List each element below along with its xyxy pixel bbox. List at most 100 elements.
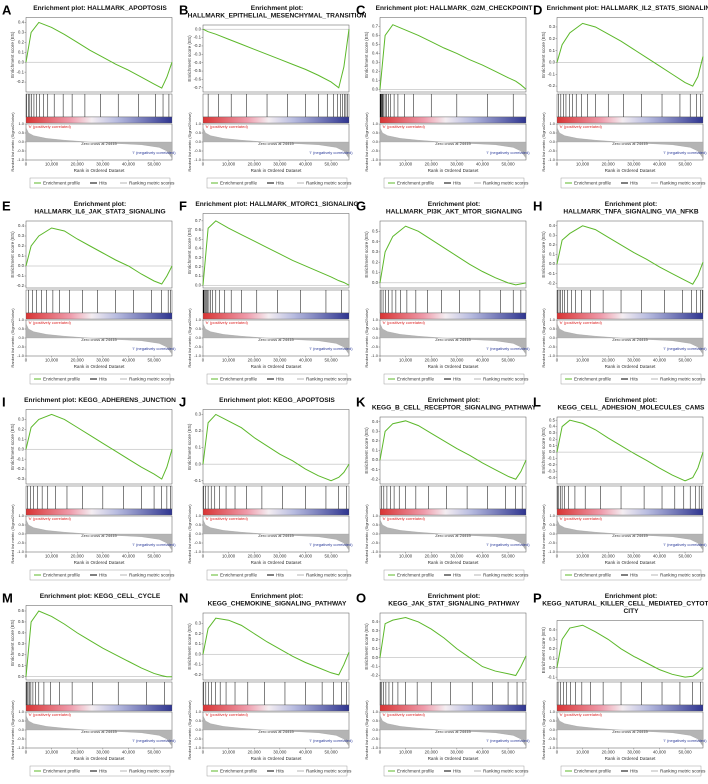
panel-title: Enrichment plot: (251, 593, 303, 600)
x-tick-label: 10,000 (576, 162, 590, 167)
es-axis-label: Enrichment score (ES) (541, 231, 546, 278)
legend-label: Hits (99, 180, 108, 185)
metric-y-tick-label: -1.0 (371, 549, 379, 554)
ranking-metric (25, 519, 173, 551)
y-tick-label: 0.7 (372, 24, 379, 29)
metric-y-tick-label: -1.0 (548, 157, 556, 162)
metric-y-tick-label: -0.5 (371, 344, 379, 349)
y-tick-label: 0.3 (549, 24, 556, 29)
y-tick-label: 0.2 (18, 39, 25, 44)
y-tick-label: -0.1 (548, 456, 556, 461)
y-tick-label: 0.3 (372, 249, 379, 254)
x-tick-label: 30,000 (450, 162, 464, 167)
y-tick-label: 0.0 (195, 651, 202, 656)
x-tick-label: 20,000 (71, 750, 85, 755)
metric-axis-label: Ranked list metric (Signal2Noise) (541, 112, 546, 172)
x-tick-label: 30,000 (273, 358, 287, 363)
panel-letter: D (533, 2, 542, 17)
es-axis-label: Enrichment score (ES) (10, 31, 15, 78)
legend-label: Hits (99, 768, 108, 773)
metric-y-tick-label: 1.0 (195, 317, 201, 322)
ranking-metric (379, 323, 527, 355)
legend-label: Ranking metric scores (129, 572, 175, 577)
zero-cross-label: Zero cross at 24415 (612, 729, 648, 734)
x-tick-label: 50,000 (501, 358, 515, 363)
metric-y-tick-label: -0.5 (371, 736, 379, 741)
x-tick-label: 30,000 (627, 554, 641, 559)
ranking-metric (556, 715, 704, 747)
metric-y-tick-label: 0.0 (372, 335, 378, 340)
positive-label: 'h' (positively correlated) (28, 320, 72, 325)
x-tick-label: 20,000 (248, 358, 262, 363)
x-tick-label: 50,000 (678, 554, 692, 559)
legend-label: Hits (453, 376, 462, 381)
x-tick-label: 50,000 (324, 358, 338, 363)
zero-cross-label: Zero cross at 24415 (258, 729, 294, 734)
legend-box (560, 373, 702, 385)
y-tick-label: 0.1 (18, 49, 25, 54)
es-axis-label: Enrichment score (ES) (187, 227, 192, 274)
legend-label: Enrichment profile (397, 768, 434, 773)
x-tick-label: 50,000 (678, 358, 692, 363)
metric-y-tick-label: 0.0 (372, 139, 378, 144)
y-tick-label: 0.5 (372, 228, 379, 233)
metric-y-tick-label: -0.5 (548, 736, 556, 741)
panel-letter: N (179, 590, 188, 605)
legend-label: Enrichment profile (397, 572, 434, 577)
metric-y-tick-label: 0.5 (549, 326, 555, 331)
x-axis-label: Rank in Ordered Dataset (428, 756, 480, 761)
legend-label: Hits (630, 572, 639, 577)
negative-label: 'l' (negatively correlated) (663, 542, 707, 547)
metric-y-tick-label: 0.0 (195, 335, 201, 340)
x-tick-label: 30,000 (627, 162, 641, 167)
ranking-metric (202, 127, 350, 159)
legend-label: Hits (99, 572, 108, 577)
panel-title: HALLMARK_EPITHELIAL_MESENCHYMAL_TRANSITI… (188, 12, 367, 19)
y-tick-label: 0.2 (372, 259, 379, 264)
legend-label: Enrichment profile (574, 180, 611, 185)
metric-y-tick-label: 0.0 (18, 727, 24, 732)
metric-y-tick-label: -1.0 (371, 157, 379, 162)
es-frame (25, 220, 173, 289)
rank-gradient (556, 312, 704, 320)
panel-title: Enrichment plot: HALLMARK_G2M_CHECKPOINT (376, 5, 533, 12)
metric-y-tick-label: -0.5 (548, 344, 556, 349)
metric-y-tick-label: -0.5 (548, 540, 556, 545)
panel-title: KEGG_JAK_STAT_SIGNALING_PATHWAY (388, 600, 520, 607)
x-tick-label: 50,000 (324, 162, 338, 167)
x-tick-label: 50,000 (501, 554, 515, 559)
panel-title: Enrichment plot: (74, 201, 126, 208)
x-tick-label: 10,000 (399, 554, 413, 559)
y-tick-label: 0.4 (195, 246, 202, 251)
negative-label: 'l' (negatively correlated) (486, 346, 530, 351)
positive-label: 'h' (positively correlated) (205, 124, 249, 129)
y-tick-label: 0.1 (195, 445, 202, 450)
legend-label: Hits (453, 180, 462, 185)
metric-axis-label: Ranked list metric (Signal2Noise) (541, 700, 546, 760)
y-tick-label: 0.2 (18, 652, 25, 657)
y-tick-label: -0.3 (548, 468, 556, 473)
metric-y-tick-label: 0.5 (18, 326, 24, 331)
zero-cross-label: Zero cross at 24415 (81, 533, 117, 538)
y-tick-label: 0.2 (372, 438, 379, 443)
x-tick-label: 20,000 (248, 162, 262, 167)
y-tick-label: 0.2 (18, 243, 25, 248)
metric-y-tick-label: 0.5 (195, 522, 201, 527)
metric-y-tick-label: 0.5 (549, 718, 555, 723)
legend-label: Hits (276, 376, 285, 381)
legend-label: Ranking metric scores (660, 768, 706, 773)
y-tick-label: 0.3 (18, 641, 25, 646)
ranking-metric (25, 323, 173, 355)
rank-gradient (556, 704, 704, 712)
negative-label: 'l' (negatively correlated) (486, 738, 530, 743)
y-tick-label: 0.0 (549, 261, 556, 266)
x-tick-label: 30,000 (627, 358, 641, 363)
rank-gradient (25, 116, 173, 124)
y-tick-label: 0.4 (18, 630, 25, 635)
y-tick-label: 0.1 (372, 270, 379, 275)
es-axis-label: Enrichment score (ES) (364, 427, 369, 474)
positive-label: 'h' (positively correlated) (559, 712, 603, 717)
panel-letter: A (2, 2, 12, 17)
x-axis-label: Rank in Ordered Dataset (74, 560, 126, 565)
legend-box (29, 373, 171, 385)
